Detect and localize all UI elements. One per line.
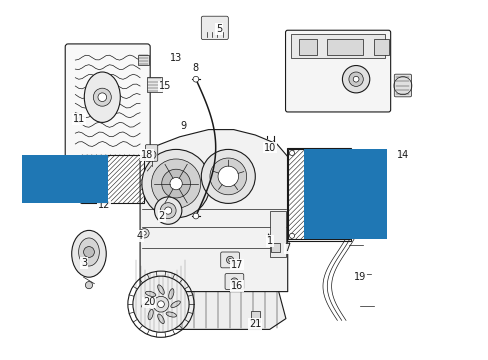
Bar — [147, 77, 162, 92]
Ellipse shape — [84, 72, 120, 122]
Text: 10: 10 — [263, 143, 275, 153]
Ellipse shape — [142, 301, 151, 307]
FancyBboxPatch shape — [220, 252, 239, 268]
Circle shape — [193, 213, 199, 219]
Text: 14: 14 — [396, 150, 408, 160]
Circle shape — [209, 158, 246, 195]
FancyBboxPatch shape — [201, 16, 228, 40]
Circle shape — [342, 66, 369, 93]
Ellipse shape — [170, 301, 180, 307]
Text: 19: 19 — [353, 272, 365, 282]
Ellipse shape — [148, 309, 153, 320]
Circle shape — [193, 76, 199, 82]
Circle shape — [85, 282, 92, 289]
Circle shape — [151, 159, 200, 208]
Circle shape — [289, 233, 294, 238]
Ellipse shape — [145, 291, 156, 296]
Circle shape — [226, 256, 233, 264]
Bar — [373, 39, 387, 55]
FancyBboxPatch shape — [65, 44, 150, 158]
Text: 8: 8 — [192, 63, 199, 73]
Ellipse shape — [157, 285, 164, 294]
FancyBboxPatch shape — [285, 30, 390, 112]
Bar — [250, 311, 260, 322]
Bar — [326, 39, 363, 55]
Bar — [291, 34, 384, 58]
Circle shape — [232, 280, 235, 283]
Circle shape — [348, 72, 363, 86]
Polygon shape — [140, 130, 287, 292]
Circle shape — [201, 149, 255, 203]
Text: 18: 18 — [141, 150, 153, 160]
Text: 11: 11 — [73, 114, 85, 124]
Text: 6: 6 — [327, 164, 333, 174]
Text: 16: 16 — [231, 281, 243, 291]
Text: 15: 15 — [159, 81, 171, 91]
Polygon shape — [160, 292, 285, 329]
Text: 3: 3 — [81, 258, 87, 268]
Text: 5: 5 — [216, 24, 222, 34]
Bar — [298, 39, 316, 55]
Circle shape — [153, 296, 168, 312]
Text: 7: 7 — [284, 243, 290, 253]
Text: 13: 13 — [170, 53, 182, 63]
Text: 4: 4 — [137, 231, 143, 241]
Circle shape — [343, 233, 348, 238]
FancyBboxPatch shape — [145, 145, 158, 161]
FancyBboxPatch shape — [393, 74, 411, 97]
Circle shape — [170, 177, 182, 190]
Circle shape — [140, 229, 149, 238]
Circle shape — [142, 149, 210, 218]
Text: 21: 21 — [248, 319, 261, 329]
Circle shape — [133, 276, 189, 332]
Text: 2: 2 — [158, 211, 164, 221]
Circle shape — [142, 231, 146, 235]
Text: 20: 20 — [142, 297, 155, 307]
Circle shape — [93, 88, 111, 106]
Bar — [269, 211, 285, 257]
Circle shape — [164, 207, 171, 214]
Circle shape — [154, 197, 182, 224]
Bar — [81, 155, 143, 203]
Circle shape — [162, 169, 190, 198]
FancyBboxPatch shape — [224, 274, 244, 289]
Ellipse shape — [79, 238, 99, 266]
Circle shape — [160, 203, 176, 219]
Ellipse shape — [157, 314, 164, 324]
Text: 17: 17 — [231, 260, 243, 270]
Ellipse shape — [166, 312, 176, 317]
Bar — [270, 243, 279, 252]
Circle shape — [289, 150, 294, 156]
Circle shape — [343, 150, 348, 156]
Circle shape — [230, 278, 238, 285]
Text: 9: 9 — [180, 121, 186, 131]
Circle shape — [147, 150, 156, 159]
Circle shape — [98, 93, 106, 102]
FancyArrowPatch shape — [273, 140, 274, 142]
Circle shape — [218, 166, 238, 186]
Circle shape — [83, 247, 94, 257]
Circle shape — [352, 76, 358, 82]
Text: 12: 12 — [98, 200, 110, 210]
Bar — [138, 55, 149, 65]
Ellipse shape — [168, 289, 174, 299]
Bar — [288, 149, 349, 239]
Ellipse shape — [72, 230, 106, 277]
Text: 1: 1 — [266, 236, 272, 246]
Circle shape — [157, 301, 164, 307]
Bar — [286, 148, 351, 241]
Circle shape — [228, 258, 231, 261]
